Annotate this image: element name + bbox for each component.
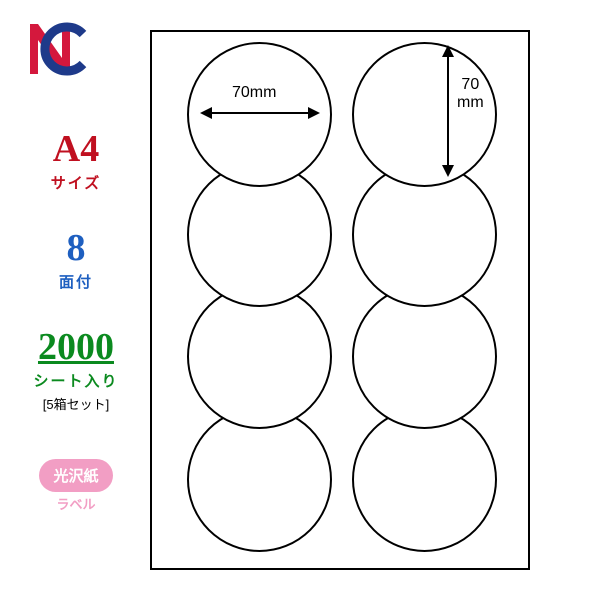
spec-sheets-value: 2000 bbox=[33, 328, 118, 366]
spec-size: A4 サイズ bbox=[51, 130, 102, 193]
vertical-dimension-arrow bbox=[447, 47, 449, 175]
spec-size-label: サイズ bbox=[51, 172, 102, 193]
spec-sidebar: A4 サイズ 8 面付 2000 シート入り [5箱セット] 光沢紙 ラベル bbox=[16, 130, 136, 513]
horizontal-dimension-label: 70mm bbox=[232, 84, 276, 102]
spec-faces: 8 面付 bbox=[59, 229, 93, 292]
spec-sheets-detail: [5箱セット] bbox=[33, 394, 118, 413]
spec-faces-value: 8 bbox=[59, 229, 93, 267]
vertical-dimension-label: 70 mm bbox=[457, 76, 484, 111]
label-sheet-diagram: 70mm 70 mm bbox=[150, 30, 530, 570]
spec-sheets-label: シート入り bbox=[33, 370, 118, 391]
spec-size-value: A4 bbox=[51, 130, 102, 168]
spec-faces-label: 面付 bbox=[59, 271, 93, 292]
horizontal-dimension-arrow bbox=[202, 112, 318, 114]
badge-text: 光沢紙 bbox=[53, 468, 98, 485]
label-circle bbox=[352, 42, 497, 187]
spec-sheets: 2000 シート入り [5箱セット] bbox=[33, 328, 118, 413]
paper-type-badge: 光沢紙 ラベル bbox=[39, 449, 112, 513]
brand-logo bbox=[28, 22, 88, 77]
badge-sub: ラベル bbox=[39, 494, 112, 513]
